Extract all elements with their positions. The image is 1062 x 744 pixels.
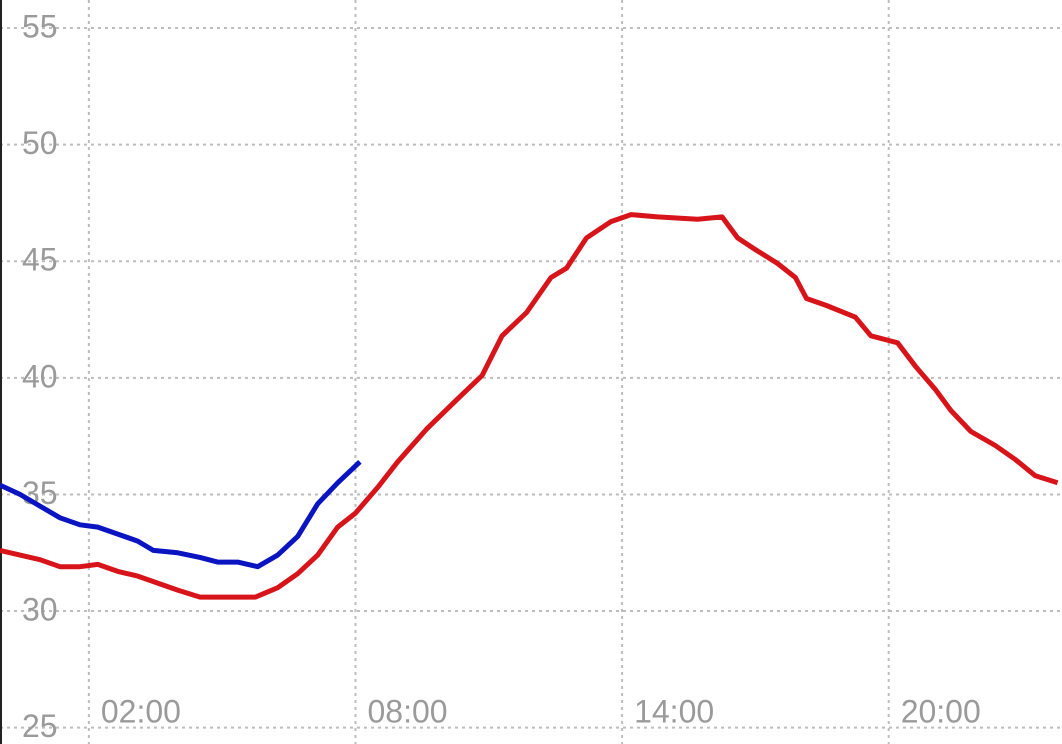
x-tick-label: 14:00 [634, 693, 714, 729]
x-tick-label: 08:00 [367, 693, 447, 729]
y-tick-label: 25 [22, 708, 58, 744]
data-line [0, 459, 362, 570]
x-tick-label: 20:00 [901, 693, 981, 729]
y-tick-label: 40 [22, 358, 58, 394]
x-tick-label: 02:00 [101, 693, 181, 729]
y-tick-label: 50 [22, 125, 58, 161]
data-line [0, 212, 1059, 600]
y-tick-label: 45 [22, 242, 58, 278]
y-tick-label: 55 [22, 8, 58, 44]
y-tick-label: 30 [22, 592, 58, 628]
